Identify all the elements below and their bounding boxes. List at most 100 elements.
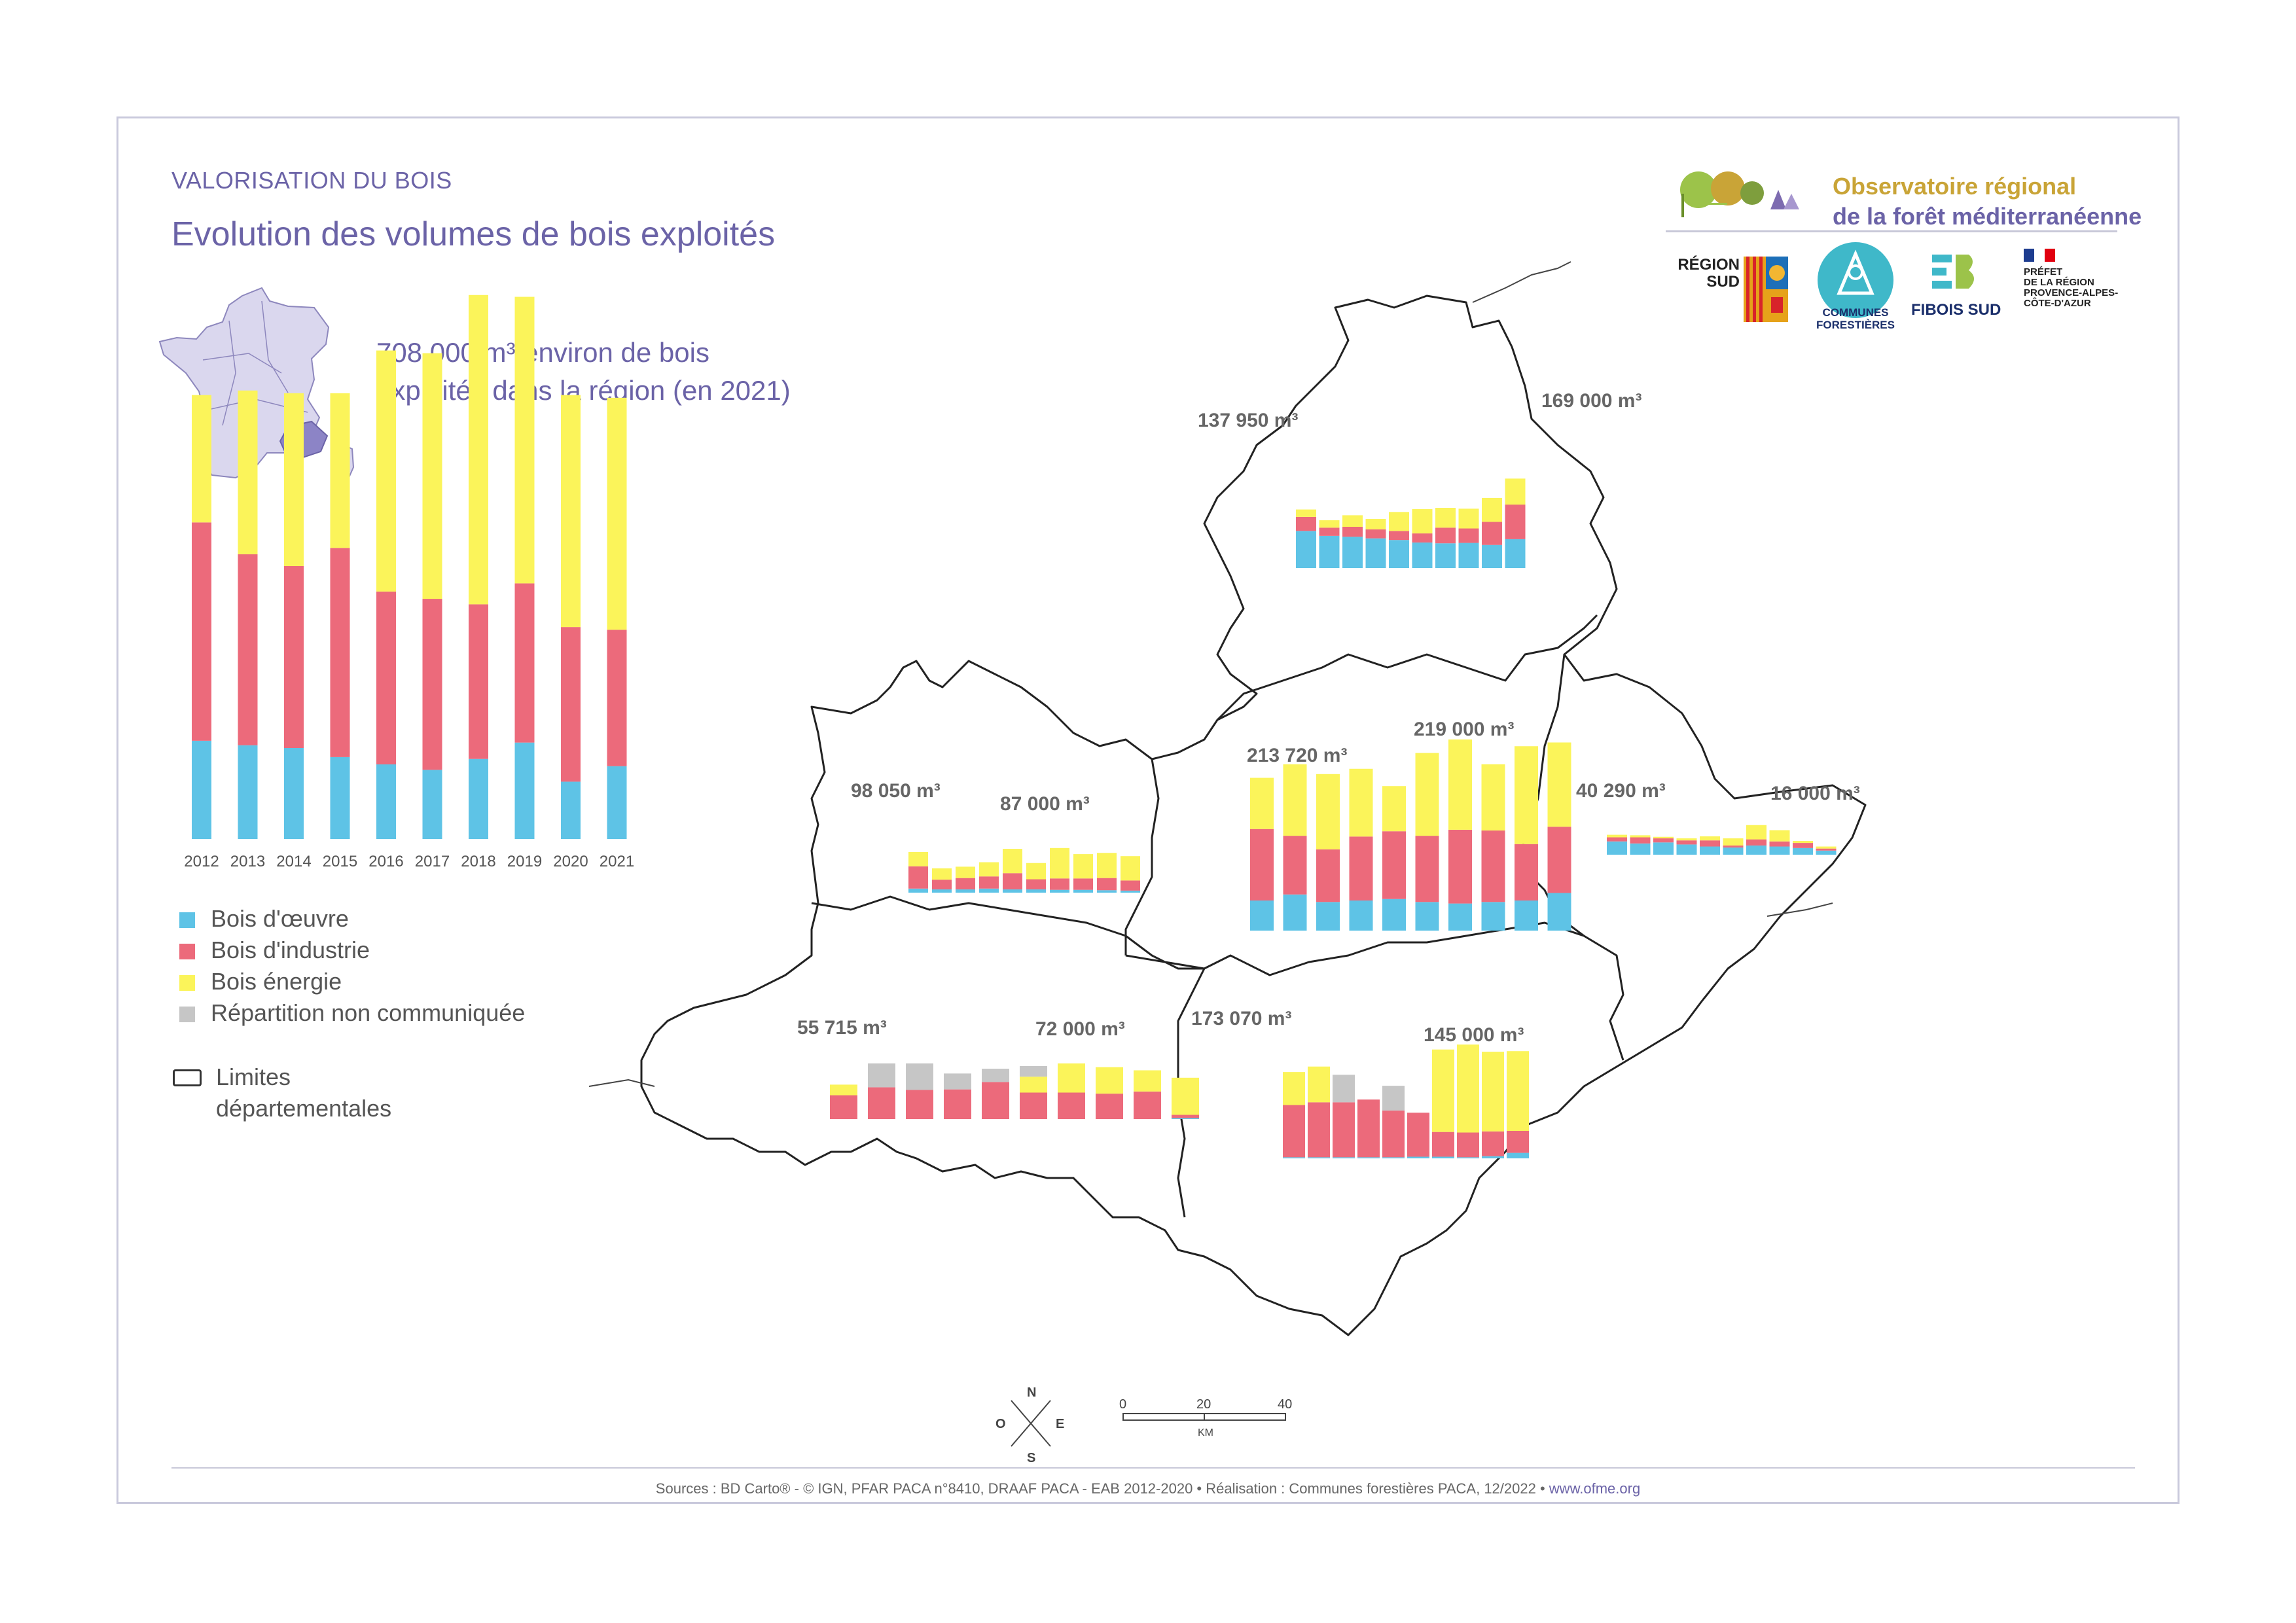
bar-2-2017-s0 — [1415, 902, 1439, 931]
bar-2-2013-s0 — [1283, 894, 1307, 931]
scale-unit: KM — [1198, 1427, 1213, 1438]
bar-5-2020-s1 — [1134, 1091, 1161, 1119]
region-volume-label: 145 000 m³ — [1424, 1024, 1524, 1046]
bar-5-2016-s1 — [982, 1082, 1009, 1119]
region-line1: RÉGION — [1677, 256, 1740, 274]
chart-2 — [1250, 739, 1571, 931]
chart-0: 2012 2013 2014 2015 2016 2017 2018 2019 2020 2021 — [184, 294, 634, 870]
bar-0-2015-s2 — [330, 393, 350, 548]
bar-3-2013-s1 — [1630, 837, 1651, 844]
region-volume-label: 169 000 m³ — [1541, 390, 1642, 412]
bar-6-2019-s2 — [1457, 1044, 1479, 1133]
region-volume-label: 55 715 m³ — [797, 1017, 887, 1039]
ofme-title: Observatoire régional de la forêt médite… — [1833, 171, 2142, 232]
bar-3-2020-s0 — [1793, 847, 1813, 855]
bar-6-2018-s1 — [1432, 1132, 1454, 1157]
bar-6-2019-s1 — [1457, 1132, 1479, 1158]
bar-1-2016-s1 — [1389, 531, 1409, 541]
bar-2-2017-s2 — [1415, 753, 1439, 836]
bar-0-2021-s1 — [607, 630, 627, 766]
bar-1-2012-s2 — [1296, 509, 1316, 517]
region-volume-label: 40 290 m³ — [1576, 780, 1666, 802]
bar-6-2020-s0 — [1482, 1156, 1504, 1158]
bar-6-2012-s2 — [1283, 1072, 1305, 1105]
bar-4-2015-s0 — [979, 888, 999, 893]
bar-5-2016-s3 — [982, 1069, 1009, 1082]
bar-5-2012-s1 — [830, 1095, 857, 1119]
compass-n: N — [1027, 1385, 1036, 1400]
bar-0-2012-s0 — [192, 740, 211, 839]
region-sud-shield-icon — [1744, 257, 1788, 322]
bar-2-2017-s1 — [1415, 836, 1439, 902]
page-frame — [117, 116, 2179, 1504]
legend-item-oeuvre: Bois d'œuvre — [177, 903, 525, 935]
bar-1-2013-s0 — [1319, 535, 1340, 568]
bar-2-2016-s1 — [1382, 831, 1406, 899]
chart-1 — [1296, 478, 1526, 568]
bar-4-2013-s2 — [932, 868, 952, 880]
bar-1-2013-s1 — [1319, 527, 1340, 536]
marianne-flag-icon — [2024, 249, 2055, 262]
bar-3-2020-s1 — [1793, 843, 1813, 848]
bar-4-2017-s1 — [1026, 879, 1046, 890]
bar-4-2013-s0 — [932, 889, 952, 893]
communes-line1: COMMUNES — [1822, 306, 1889, 319]
compass-s: S — [1027, 1451, 1035, 1465]
bar-1-2016-s0 — [1389, 540, 1409, 568]
bar-3-2015-s2 — [1676, 838, 1697, 841]
bar-4-2017-s2 — [1026, 863, 1046, 880]
bar-1-2020-s1 — [1482, 522, 1502, 545]
bar-6-2013-s1 — [1308, 1102, 1330, 1158]
bar-2-2019-s2 — [1481, 764, 1505, 831]
bar-3-2012-s2 — [1607, 834, 1627, 838]
bar-3-2016-s0 — [1700, 846, 1720, 855]
ofme-line1: Observatoire régional — [1833, 173, 2077, 200]
bar-5-2015-s1 — [944, 1089, 971, 1119]
bar-0-2017-s2 — [422, 353, 442, 599]
dept-border-hautes-alpes — [1216, 614, 1598, 721]
bar-6-2021-s0 — [1507, 1152, 1529, 1158]
bar-1-2012-s0 — [1296, 531, 1316, 568]
bar-2-2014-s2 — [1316, 774, 1340, 849]
bar-4-2015-s1 — [979, 876, 999, 889]
legend-label-energie: Bois énergie — [211, 968, 342, 995]
compass-w: O — [996, 1417, 1006, 1431]
legend-label-industrie: Bois d'industrie — [211, 936, 370, 963]
chart-6 — [1283, 1044, 1529, 1158]
bar-4-2019-s0 — [1073, 889, 1093, 893]
footer-sources: Sources : BD Carto® - © IGN, PFAR PACA n… — [0, 1480, 2296, 1497]
bar-2-2012-s1 — [1250, 829, 1274, 901]
bar-6-2017-s0 — [1407, 1156, 1429, 1158]
bar-5-2013-s1 — [868, 1087, 895, 1119]
bar-4-2020-s0 — [1097, 890, 1117, 893]
bar-2-2020-s0 — [1515, 901, 1538, 931]
legend: Bois d'œuvre Bois d'industrie Bois énerg… — [177, 903, 525, 1029]
bar-0-2020-s2 — [561, 395, 581, 628]
ofme-line2: de la forêt méditerranéenne — [1833, 203, 2142, 230]
bar-0-2013-s2 — [238, 390, 258, 554]
prefet-line3: PROVENCE-ALPES- — [2024, 287, 2119, 298]
bar-0-2013-s1 — [238, 554, 258, 745]
bar-3-2021-s1 — [1816, 848, 1837, 851]
bar-5-2021-s0 — [1172, 1118, 1199, 1119]
bar-4-2021-s0 — [1121, 890, 1140, 893]
website-link[interactable]: www.ofme.org — [1549, 1480, 1641, 1497]
bar-4-2014-s2 — [956, 866, 975, 878]
bar-6-2018-s2 — [1432, 1049, 1454, 1132]
bar-6-2018-s0 — [1432, 1156, 1454, 1158]
bar-5-2019-s2 — [1096, 1067, 1123, 1094]
region-volume-label: 98 050 m³ — [851, 780, 941, 802]
region-volume-label: 173 070 m³ — [1191, 1008, 1292, 1029]
bar-4-2020-s2 — [1097, 853, 1117, 878]
border-italy — [1767, 902, 1833, 917]
bar-3-2012-s0 — [1607, 841, 1627, 855]
region-volume-label: 219 000 m³ — [1414, 719, 1515, 740]
bar-3-2014-s0 — [1653, 842, 1674, 855]
sources-text: Sources : BD Carto® - © IGN, PFAR PACA n… — [655, 1480, 1545, 1497]
bar-1-2018-s0 — [1435, 543, 1456, 568]
bar-5-2021-s2 — [1172, 1077, 1199, 1115]
border-north — [1472, 261, 1571, 303]
prefet-line4: CÔTE-D'AZUR — [2024, 298, 2091, 309]
bar-3-2021-s0 — [1816, 850, 1837, 855]
region-volume-label: 16 000 m³ — [1770, 783, 1860, 804]
